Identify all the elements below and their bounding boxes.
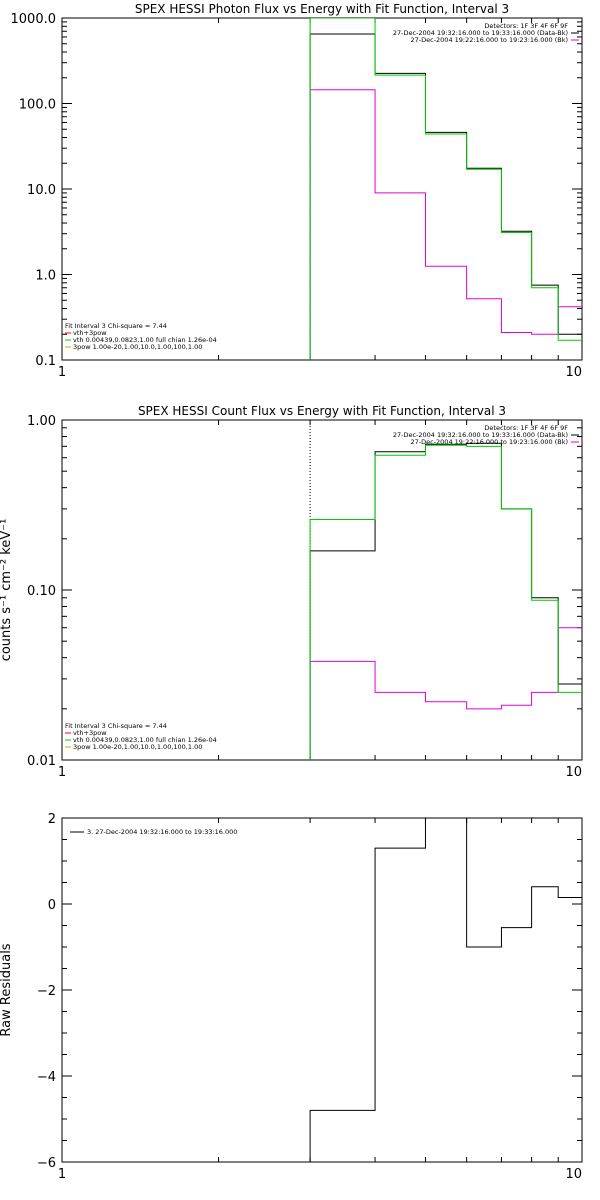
header-line-1: Detectors: 1F 3F 4F 6F 9F [484, 22, 568, 30]
series-1 [309, 33, 582, 360]
series-line [309, 33, 582, 360]
fit-legend-line-1: Fit Interval 3 Chi-square = 7.44 [65, 722, 167, 730]
series-1 [309, 442, 582, 760]
x-tick-label: 1 [58, 765, 66, 780]
series-line [309, 89, 582, 360]
series-line [309, 442, 582, 760]
header-line-2: 27-Dec-2004 19:32:16.000 to 19:33:16.000… [393, 431, 568, 439]
y-tick-label: 10.0 [27, 183, 56, 198]
chart-title: SPEX HESSI Count Flux vs Energy with Fit… [138, 404, 506, 418]
y-tick-label: 2 [48, 812, 56, 827]
series-2 [309, 89, 582, 360]
series-line [309, 818, 582, 1162]
series-2 [309, 627, 582, 760]
fit-legend-line-3: vth 0.00439,0.0823,1.00 full chian 1.26e… [73, 736, 217, 744]
x-tick-label: 1 [58, 365, 66, 380]
chart-resid: Raw Residuals 1 10 −6 −4 −2 0 2 3. 27-Dec-2004 1… [0, 812, 583, 1182]
plot-area [309, 420, 582, 760]
legend-label: 3. 27-Dec-2004 19:32:16.000 to 19:33:16.… [87, 828, 237, 836]
series-1 [309, 818, 582, 1162]
series-line [309, 18, 582, 360]
y-tick-label: −2 [37, 984, 56, 999]
header-line-2: 27-Dec-2004 19:32:16.000 to 19:33:16.000… [393, 29, 568, 37]
y-tick-label: 0.01 [27, 754, 56, 769]
x-tick-label: 10 [565, 1167, 582, 1182]
y-tick-label: −6 [37, 1156, 56, 1171]
header-line-1: Detectors: 1F 3F 4F 6F 9F [484, 424, 568, 432]
y-axis-label: Raw Residuals [0, 943, 14, 1036]
fit-legend-line-4: 3pow 1.00e-20,1.00,10.0,1.00,100,1.00 [73, 743, 202, 751]
y-tick-label: 0.10 [27, 584, 56, 599]
y-tick-label: 0.1 [35, 354, 56, 369]
plot-frame [61, 419, 583, 761]
plot-frame [61, 17, 583, 361]
y-tick-label: 1.00 [27, 414, 56, 429]
plot-area [309, 818, 582, 1162]
series-3 [309, 444, 582, 760]
series-line [309, 627, 582, 760]
y-tick-label: 1.0 [35, 269, 56, 284]
x-tick-label: 1 [58, 1167, 66, 1182]
fit-legend-line-1: Fit Interval 3 Chi-square = 7.44 [65, 322, 167, 330]
plot-area [309, 18, 582, 360]
x-tick-label: 10 [565, 765, 582, 780]
series-line [309, 444, 582, 760]
chart-photon: SPEX HESSI Photon Flux vs Energy with Fi… [11, 2, 583, 380]
chart-title: SPEX HESSI Photon Flux vs Energy with Fi… [135, 2, 509, 16]
panels: SPEX HESSI Photon Flux vs Energy with Fi… [0, 2, 583, 1182]
header-line-3: 27-Dec-2004 19:22:16.000 to 19:23:16.000… [411, 438, 569, 446]
y-axis-label: counts s⁻¹ cm⁻² keV⁻¹ [0, 519, 14, 662]
chart-count: SPEX HESSI Count Flux vs Energy with Fit… [0, 404, 583, 780]
y-tick-label: 1000.0 [11, 12, 57, 27]
y-tick-label: −4 [37, 1070, 56, 1085]
series-3 [309, 18, 582, 360]
y-tick-label: 100.0 [19, 98, 56, 113]
fit-legend-line-2: vth+3pow [73, 729, 107, 737]
x-tick-label: 10 [565, 365, 582, 380]
fit-legend-line-3: vth 0.00439,0.0823,1.00 full chian 1.26e… [73, 336, 217, 344]
fit-legend-line-4: 3pow 1.00e-20,1.00,10.0,1.00,100,1.00 [73, 343, 202, 351]
y-tick-label: 0 [48, 898, 56, 913]
fit-legend-line-2: vth+3pow [73, 329, 107, 337]
header-line-3: 27-Dec-2004 19:22:16.000 to 19:23:16.000… [411, 36, 569, 44]
